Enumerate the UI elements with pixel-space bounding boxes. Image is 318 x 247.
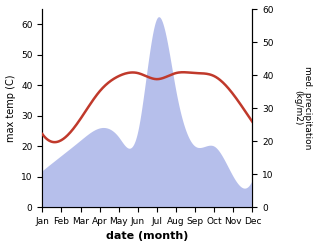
X-axis label: date (month): date (month) — [106, 231, 189, 242]
Y-axis label: med. precipitation
(kg/m2): med. precipitation (kg/m2) — [293, 66, 313, 150]
Y-axis label: max temp (C): max temp (C) — [5, 74, 16, 142]
